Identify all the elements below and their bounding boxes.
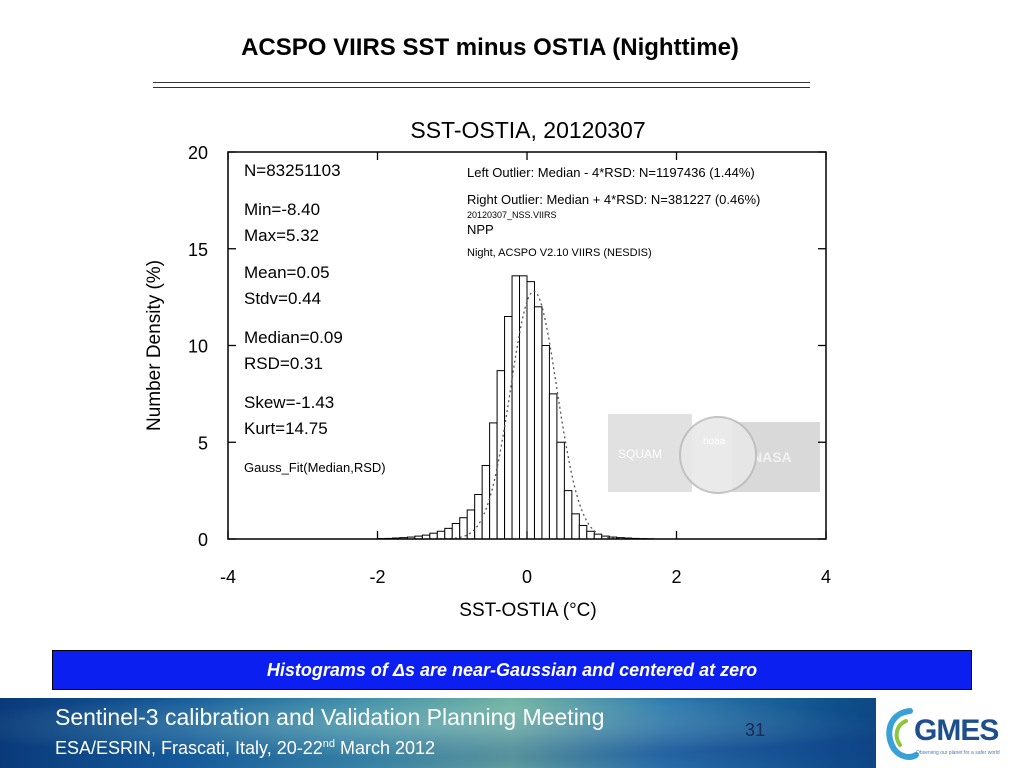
footer-meeting-title: Sentinel-3 calibration and Validation Pl… (55, 704, 605, 730)
histogram-bar (436, 530, 446, 540)
y-tick-label: 15 (188, 240, 208, 260)
footer-bar: Sentinel-3 calibration and Validation Pl… (0, 698, 1024, 768)
stat-text: N=83251103 (244, 161, 341, 180)
y-tick-label: 5 (198, 433, 208, 453)
gmes-logo-text: GMES (914, 714, 999, 747)
y-tick-label: 10 (188, 337, 208, 357)
stat-text: Min=-8.40 (244, 200, 320, 219)
stat-text: Gauss_Fit(Median,RSD) (244, 460, 386, 475)
x-axis-label: SST-OSTIA (°C) (459, 600, 596, 621)
noaa-logo-text: noaa (703, 436, 726, 447)
histogram-bar (429, 532, 438, 540)
histogram-bar (571, 513, 580, 540)
histogram-bar (526, 281, 535, 540)
histogram-bar (451, 523, 461, 540)
histogram-bar (578, 524, 588, 540)
histogram-bar (548, 393, 558, 540)
squam-logo (608, 414, 692, 492)
slide-title: ACSPO VIIRS SST minus OSTIA (Nighttime) (241, 34, 739, 61)
gmes-logo: GMES Observing our planet for a safer wo… (876, 698, 1024, 768)
annotation-text: Night, ACSPO V2.10 VIIRS (NESDIS) (467, 247, 652, 259)
histogram-bar (556, 441, 565, 540)
stat-text: RSD=0.31 (244, 354, 323, 373)
histogram-bar (466, 509, 476, 540)
annotation-text: 20120307_NSS.VIIRS (467, 210, 557, 220)
stat-text: Median=0.09 (244, 328, 343, 347)
annotation-text: Right Outlier: Median + 4*RSD: N=381227 … (467, 192, 760, 207)
histogram-bar (474, 493, 483, 540)
page-number: 31 (745, 720, 766, 740)
y-tick-label: 0 (198, 530, 208, 550)
histogram-bar (563, 490, 573, 540)
stat-text: Stdv=0.44 (244, 289, 321, 308)
histogram-bar (444, 527, 453, 540)
histogram-bar (496, 370, 506, 540)
histogram-bar (489, 422, 498, 540)
histogram-bar (504, 315, 513, 540)
stat-text: Max=5.32 (244, 226, 319, 245)
squam-logo-text: SQUAM (618, 447, 662, 461)
x-tick-label: 4 (821, 567, 831, 587)
summary-banner: Histograms of Δs are near-Gaussian and c… (52, 650, 972, 690)
histogram-bar (586, 530, 595, 540)
y-tick-label: 20 (188, 143, 208, 163)
footer-date-suffix: nd (322, 738, 336, 750)
annotation-text: NPP (467, 222, 494, 237)
footer-location-date: ESA/ESRIN, Frascati, Italy, 20-22nd Marc… (55, 738, 435, 759)
stat-text: Mean=0.05 (244, 263, 330, 282)
stat-text: Skew=-1.43 (244, 393, 334, 412)
histogram-bar (533, 306, 543, 540)
stat-text: Kurt=14.75 (244, 419, 328, 438)
summary-banner-text: Histograms of Δs are near-Gaussian and c… (266, 660, 758, 680)
y-axis-label: Number Density (%) (144, 260, 165, 431)
x-tick-label: 0 (522, 567, 532, 587)
histogram-bar (481, 464, 491, 540)
chart-title: SST-OSTIA, 20120307 (410, 117, 645, 143)
gmes-logo-tagline: Observing our planet for a safer world (916, 750, 1000, 756)
nasa-logo-text: NASA (752, 449, 792, 465)
histogram-bar (541, 345, 550, 540)
noaa-logo (679, 416, 757, 494)
histogram-chart: SQUAM NASA noaa -4 -2 0 2 4 0 5 10 15 20 SST-OSTIA, 2… (144, 117, 831, 621)
gmes-swirl-icon (886, 708, 919, 760)
x-tick-label: -2 (369, 567, 385, 587)
x-tick-label: 2 (671, 567, 681, 587)
footer-location: ESA/ESRIN, Frascati, Italy, 20-22 (55, 738, 323, 758)
histogram-bar (511, 275, 521, 540)
x-tick-label: -4 (220, 567, 236, 587)
annotation-text: Left Outlier: Median - 4*RSD: N=1197436 … (467, 165, 755, 180)
title-divider (153, 82, 810, 88)
footer-month: March 2012 (335, 738, 436, 758)
histogram-bar (519, 275, 528, 540)
